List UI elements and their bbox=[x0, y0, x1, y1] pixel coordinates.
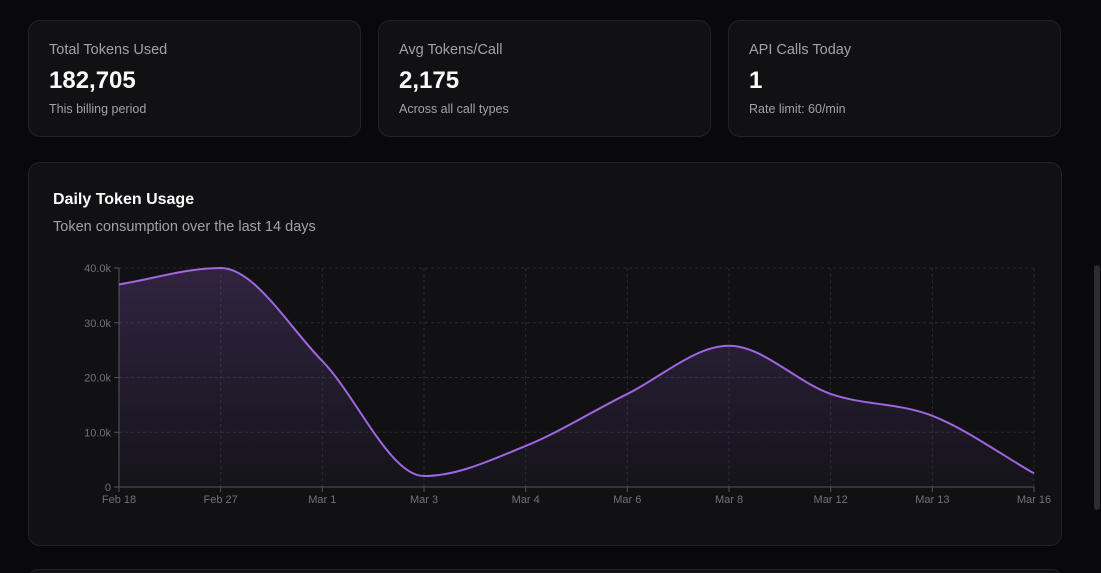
stat-subtitle: Rate limit: 60/min bbox=[749, 102, 846, 116]
page-scrollbar[interactable] bbox=[1093, 0, 1101, 573]
area-fill bbox=[119, 268, 1034, 487]
x-tick-label: Mar 4 bbox=[512, 494, 540, 506]
chart-subtitle: Token consumption over the last 14 days bbox=[53, 219, 316, 235]
x-tick-label: Feb 18 bbox=[102, 494, 136, 506]
stat-value: 2,175 bbox=[399, 67, 460, 94]
stat-title: Avg Tokens/Call bbox=[399, 42, 503, 58]
stat-card-total-tokens: Total Tokens Used 182,705 This billing p… bbox=[28, 20, 361, 137]
x-tick-label: Mar 8 bbox=[715, 494, 743, 506]
y-tick-label: 0 bbox=[105, 482, 111, 494]
x-tick-label: Mar 1 bbox=[308, 494, 336, 506]
next-card bbox=[28, 569, 1062, 573]
stat-title: API Calls Today bbox=[749, 42, 852, 58]
daily-token-usage-card: 0 10.0k 20.0k 30.0k 40.0k Feb 18 Feb 27 Mar 1 Ma… bbox=[28, 162, 1062, 546]
series-line bbox=[118, 266, 1035, 478]
stat-card-api-calls: API Calls Today 1 Rate limit: 60/min bbox=[728, 20, 1061, 137]
y-tick-label: 40.0k bbox=[84, 263, 111, 275]
stat-subtitle: This billing period bbox=[49, 102, 147, 116]
x-tick-label: Mar 6 bbox=[613, 494, 641, 506]
y-tick-label: 20.0k bbox=[84, 373, 111, 385]
stat-value: 182,705 bbox=[49, 67, 136, 94]
token-usage-chart: 0 10.0k 20.0k 30.0k 40.0k Feb 18 Feb 27 Mar 1 Ma… bbox=[84, 263, 1051, 506]
stat-value: 1 bbox=[749, 67, 763, 94]
x-tick-label: Feb 27 bbox=[204, 494, 238, 506]
x-tick-label: Mar 16 bbox=[1017, 494, 1051, 506]
stat-subtitle: Across all call types bbox=[399, 102, 509, 116]
chart-title: Daily Token Usage bbox=[53, 191, 195, 208]
scrollbar-thumb[interactable] bbox=[1094, 265, 1100, 510]
x-tick-label: Mar 3 bbox=[410, 494, 438, 506]
x-tick-label: Mar 12 bbox=[814, 494, 848, 506]
stat-title: Total Tokens Used bbox=[49, 42, 168, 58]
y-tick-label: 10.0k bbox=[84, 427, 111, 439]
stat-card-avg-tokens: Avg Tokens/Call 2,175 Across all call ty… bbox=[378, 20, 711, 137]
x-tick-label: Mar 13 bbox=[915, 494, 949, 506]
y-tick-label: 30.0k bbox=[84, 318, 111, 330]
